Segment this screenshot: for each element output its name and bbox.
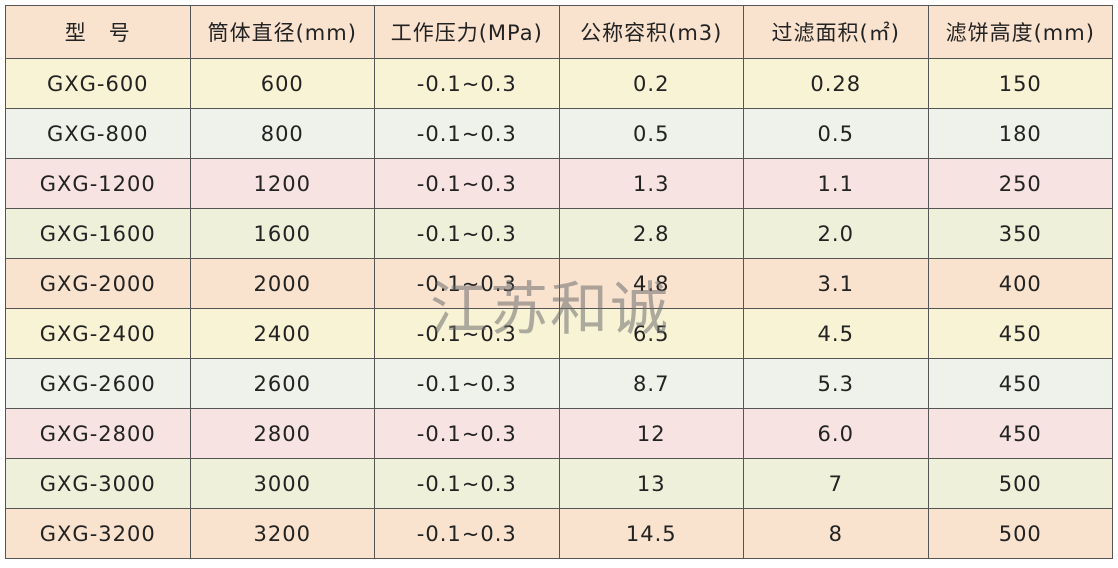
table-cell: GXG-1600 — [5, 208, 191, 259]
table-cell: 0.2 — [558, 58, 744, 109]
table-cell: -0.1~0.3 — [374, 108, 560, 159]
table-row: GXG-3000 3000 -0.1~0.3 13 7 500 — [5, 458, 1113, 509]
table-cell: 500 — [927, 458, 1113, 509]
table-cell: 0.28 — [743, 58, 929, 109]
table-cell: -0.1~0.3 — [374, 308, 560, 359]
table-cell: -0.1~0.3 — [374, 508, 560, 559]
table-cell: 500 — [927, 508, 1113, 559]
table-row: GXG-2000 2000 -0.1~0.3 4.8 3.1 400 — [5, 258, 1113, 309]
header-row: 型 号筒体直径(mm) 工作压力(MPa) 公称容积(m3) 过滤面积(㎡) 滤饼高度(… — [5, 5, 1113, 59]
table-cell: GXG-1200 — [5, 158, 191, 209]
table-cell: 6.0 — [743, 408, 929, 459]
table-cell: -0.1~0.3 — [374, 408, 560, 459]
table-cell: 150 — [927, 58, 1113, 109]
table-cell: 800 — [189, 108, 375, 159]
table-cell: 4.5 — [743, 308, 929, 359]
table-row: GXG-800 800 -0.1~0.3 0.5 0.5 180 — [5, 108, 1113, 159]
table-cell: 8.7 — [558, 358, 744, 409]
table-cell: 8 — [743, 508, 929, 559]
table-cell: 14.5 — [558, 508, 744, 559]
table-row: GXG-2600 2600 -0.1~0.3 8.7 5.3 450 — [5, 358, 1113, 409]
header-cell: 过滤面积(㎡) — [743, 5, 929, 59]
table-cell: 5.3 — [743, 358, 929, 409]
table-cell: GXG-2000 — [5, 258, 191, 309]
table-cell: GXG-800 — [5, 108, 191, 159]
table-cell: -0.1~0.3 — [374, 358, 560, 409]
table-cell: GXG-3200 — [5, 508, 191, 559]
table-cell: 600 — [189, 58, 375, 109]
header-cell: 工作压力(MPa) — [374, 5, 560, 59]
table-cell: -0.1~0.3 — [374, 158, 560, 209]
table-cell: GXG-2800 — [5, 408, 191, 459]
table-cell: 7 — [743, 458, 929, 509]
table-cell: GXG-600 — [5, 58, 191, 109]
table-cell: GXG-2400 — [5, 308, 191, 359]
table-cell: 1.3 — [558, 158, 744, 209]
header-cell: 型 号 — [5, 5, 191, 59]
table-cell: 2400 — [189, 308, 375, 359]
header-cell: 滤饼高度(mm) — [927, 5, 1113, 59]
table-cell: 2.0 — [743, 208, 929, 259]
table-row: GXG-2800 2800 -0.1~0.3 12 6.0 450 — [5, 408, 1113, 459]
table-cell: 450 — [927, 408, 1113, 459]
table-row: GXG-3200 3200 -0.1~0.3 14.5 8 500 — [5, 508, 1113, 559]
table-cell: GXG-3000 — [5, 458, 191, 509]
table-cell: 450 — [927, 358, 1113, 409]
header-cell: 公称容积(m3) — [558, 5, 744, 59]
table-cell: 1.1 — [743, 158, 929, 209]
table-cell: 2.8 — [558, 208, 744, 259]
table-row: GXG-2400 2400 -0.1~0.3 6.5 4.5 450 — [5, 308, 1113, 359]
table-cell: 0.5 — [743, 108, 929, 159]
table-cell: 12 — [558, 408, 744, 459]
table-cell: 180 — [927, 108, 1113, 159]
spec-table: 型 号筒体直径(mm) 工作压力(MPa) 公称容积(m3) 过滤面积(㎡) 滤饼高度(… — [5, 5, 1113, 559]
header-cell: 筒体直径(mm) — [189, 5, 375, 59]
table-cell: 2000 — [189, 258, 375, 309]
table-row: GXG-1200 1200 -0.1~0.3 1.3 1.1 250 — [5, 158, 1113, 209]
table-cell: 13 — [558, 458, 744, 509]
table-cell: 250 — [927, 158, 1113, 209]
table-cell: 1600 — [189, 208, 375, 259]
table-cell: 2600 — [189, 358, 375, 409]
table-cell: -0.1~0.3 — [374, 458, 560, 509]
table-cell: 3.1 — [743, 258, 929, 309]
table-cell: 350 — [927, 208, 1113, 259]
table-cell: 6.5 — [558, 308, 744, 359]
table-cell: GXG-2600 — [5, 358, 191, 409]
table-cell: -0.1~0.3 — [374, 258, 560, 309]
table-cell: 3200 — [189, 508, 375, 559]
table-cell: 450 — [927, 308, 1113, 359]
table-cell: 2800 — [189, 408, 375, 459]
table-cell: 400 — [927, 258, 1113, 309]
table-cell: 4.8 — [558, 258, 744, 309]
table-row: GXG-1600 1600 -0.1~0.3 2.8 2.0 350 — [5, 208, 1113, 259]
table-cell: -0.1~0.3 — [374, 58, 560, 109]
table-cell: 0.5 — [558, 108, 744, 159]
table-cell: 3000 — [189, 458, 375, 509]
table-cell: -0.1~0.3 — [374, 208, 560, 259]
table-cell: 1200 — [189, 158, 375, 209]
table-row: GXG-600 600 -0.1~0.3 0.2 0.28 150 — [5, 58, 1113, 109]
